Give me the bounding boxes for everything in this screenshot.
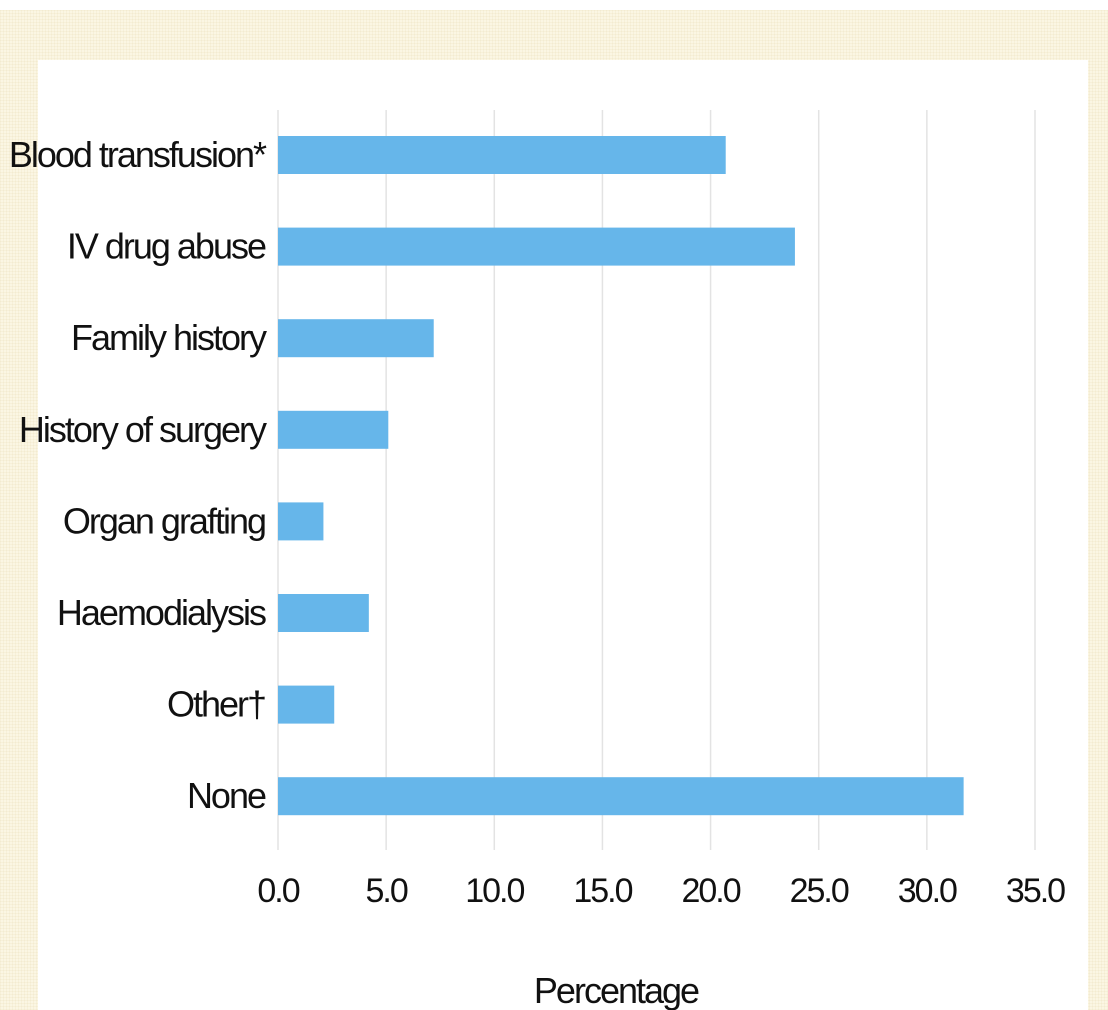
bars [278, 136, 964, 816]
category-label: History of surgery [19, 409, 267, 450]
category-label: Organ grafting [63, 500, 265, 541]
category-label: Blood transfusion* [9, 134, 267, 175]
x-tick-labels: 0.0 5.0 10.0 15.0 20.0 25.0 30.0 35.0 [257, 872, 1067, 910]
category-label: None [187, 775, 266, 816]
bar [278, 227, 795, 266]
bar [278, 502, 324, 541]
x-tick-label: 20.0 [681, 872, 740, 910]
bar [278, 319, 434, 358]
category-label: Family history [71, 317, 267, 358]
x-tick-label: 25.0 [790, 872, 849, 910]
grid-lines [277, 110, 1036, 850]
top-band [0, 0, 1108, 10]
bar [278, 594, 369, 632]
x-tick-label: 5.0 [366, 872, 408, 910]
category-label: Haemodialysis [57, 592, 266, 633]
category-label: IV drug abuse [67, 226, 266, 267]
x-tick-label: 0.0 [257, 872, 299, 910]
bar [278, 136, 726, 174]
x-tick-label: 30.0 [898, 872, 957, 910]
bar [278, 685, 335, 724]
chart-card [38, 60, 1088, 1010]
x-tick-label: 15.0 [573, 872, 632, 910]
x-tick-label: 10.0 [465, 872, 524, 910]
x-axis-title: Percentage [534, 970, 699, 1010]
bar [278, 777, 964, 816]
bar [278, 410, 389, 449]
x-tick-label: 35.0 [1006, 872, 1065, 910]
category-label: Other† [167, 684, 265, 725]
category-labels: Blood transfusion* IV drug abuse Family hi… [9, 134, 269, 816]
